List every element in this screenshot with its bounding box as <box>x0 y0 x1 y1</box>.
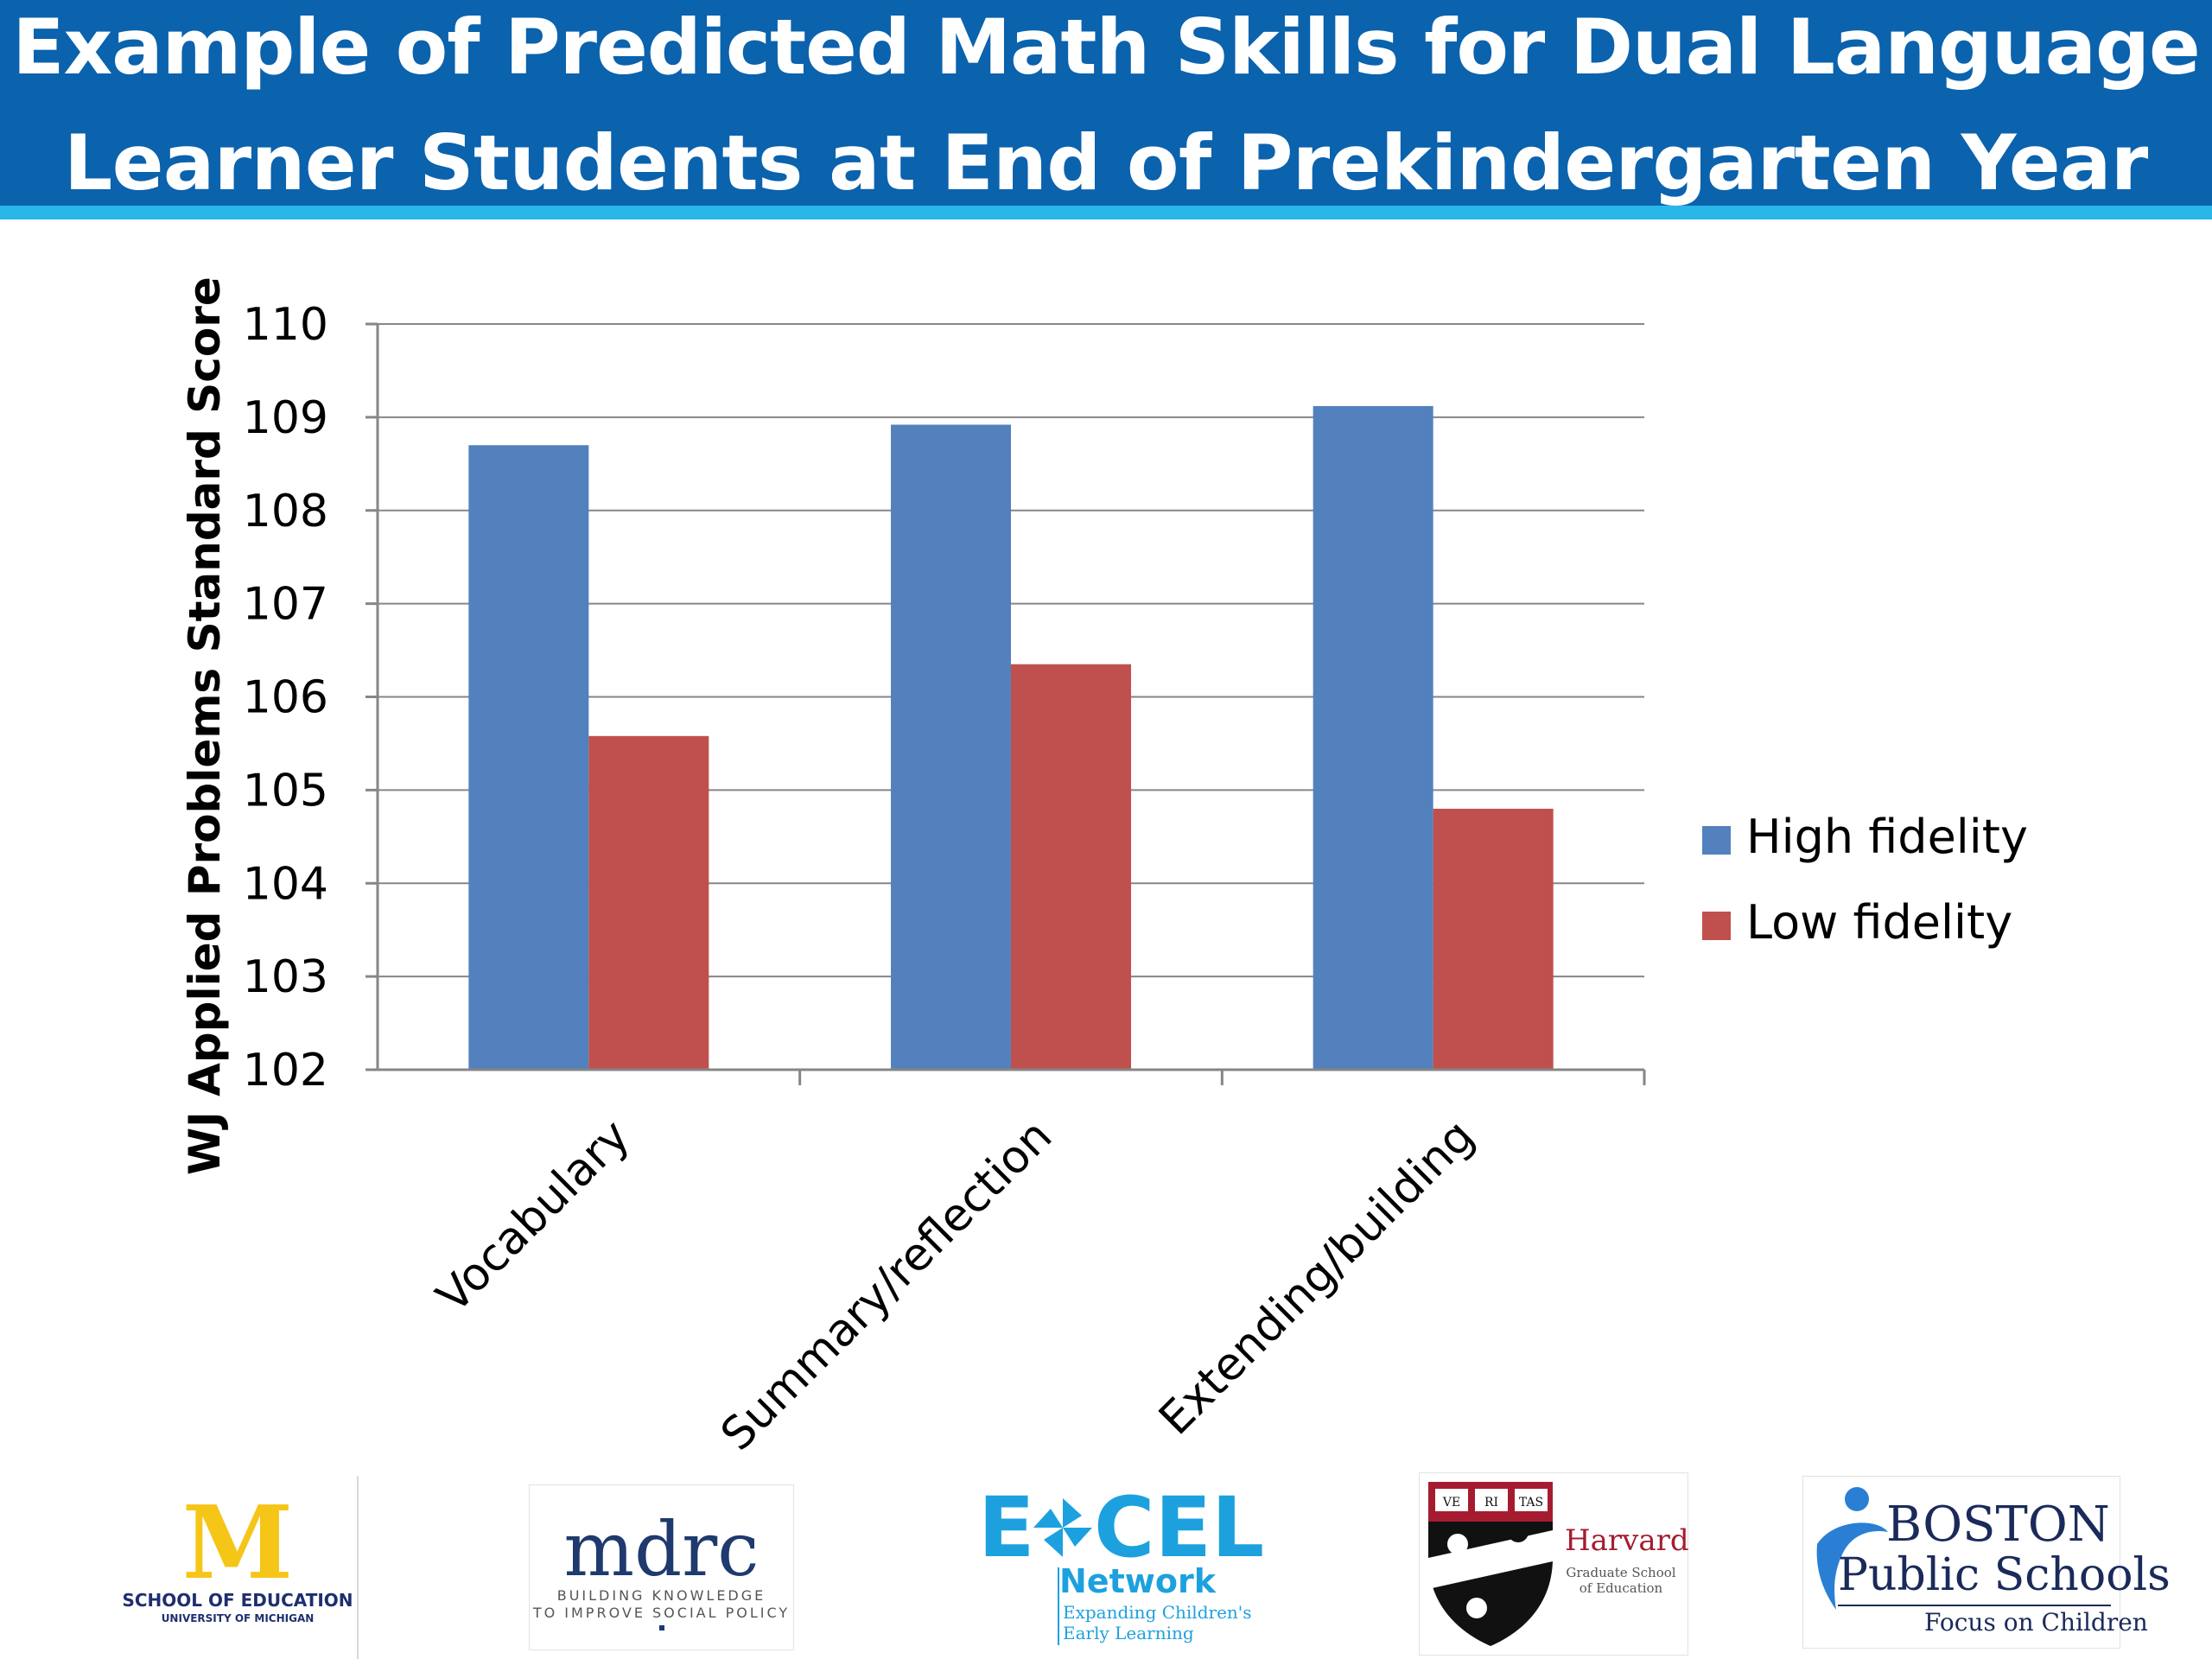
harvard-name: Harvard <box>1565 1523 1689 1558</box>
svg-text:VE: VE <box>1442 1496 1460 1510</box>
mdrc-dot <box>659 1625 664 1630</box>
bar-high-fidelity-1 <box>468 445 589 1070</box>
y-tick-labels: 102 103 104 105 106 107 108 109 110 <box>243 299 328 1096</box>
x-tick-label: Summary/reflection <box>711 1110 1062 1461</box>
x-tick-labels: Vocabulary Summary/reflection Extending/bu… <box>427 1110 1484 1461</box>
page-title-line-2: Learner Students at End of Prekindergart… <box>64 118 2148 207</box>
x-tick-label: Extending/building <box>1149 1110 1484 1446</box>
legend-label: Low fidelity <box>1746 895 2012 950</box>
mdrc-tagline-2: TO IMPROVE SOCIAL POLICY <box>532 1605 791 1621</box>
bar-low-fidelity-1 <box>588 735 709 1070</box>
harvard-gse-logo: VE RI TAS Harvard Graduate School of Edu… <box>1419 1472 1689 1656</box>
excel-network-text: Network <box>1059 1562 1216 1600</box>
bar-low-fidelity-3 <box>1433 808 1554 1070</box>
y-tick-label: 108 <box>243 486 328 537</box>
y-tick-label: 106 <box>243 672 328 724</box>
bar-low-fidelity-2 <box>1011 664 1131 1070</box>
bar-chart: 102 103 104 105 106 107 108 109 110 Vocabulary Su… <box>180 276 2028 1461</box>
legend: High fidelity Low fidelity <box>1702 810 2028 950</box>
boston-text: BOSTON <box>1886 1497 2110 1553</box>
bar-high-fidelity-3 <box>1313 405 1433 1070</box>
legend-label: High fidelity <box>1746 810 2028 864</box>
title-accent-stripe <box>0 206 2212 219</box>
excel-e: E <box>978 1479 1035 1576</box>
y-tick-label: 103 <box>243 951 328 1003</box>
boston-public-schools-logo: BOSTON Public Schools Focus on Children <box>1802 1476 2171 1649</box>
bars <box>468 405 1554 1070</box>
excel-cel: CEL <box>1094 1479 1265 1576</box>
legend-swatch <box>1702 826 1731 855</box>
y-tick-label: 110 <box>243 299 328 351</box>
excel-tagline-1: Expanding Children's <box>1063 1602 1252 1623</box>
umich-logo: M SCHOOL OF EDUCATION UNIVERSITY OF MICH… <box>112 1491 363 1633</box>
mdrc-logo: mdrc BUILDING KNOWLEDGE TO IMPROVE SOCIA… <box>529 1484 794 1650</box>
mdrc-tagline-1: BUILDING KNOWLEDGE <box>556 1587 766 1604</box>
x-tick-label: Vocabulary <box>427 1110 639 1323</box>
legend-swatch <box>1702 912 1731 940</box>
mdrc-wordmark: mdrc <box>563 1507 760 1593</box>
svg-text:RI: RI <box>1484 1496 1498 1510</box>
public-schools-text: Public Schools <box>1838 1549 2171 1601</box>
page-title-line-1: Example of Predicted Math Skills for Dua… <box>12 3 2200 92</box>
umich-school-text: SCHOOL OF EDUCATION <box>122 1590 353 1611</box>
logo-divider <box>357 1476 359 1659</box>
harvard-sub-1: Graduate School <box>1566 1565 1676 1580</box>
excel-vertical-rule <box>1058 1567 1059 1645</box>
title-banner: Example of Predicted Math Skills for Dua… <box>0 0 2212 207</box>
pinwheel-icon <box>1033 1498 1092 1557</box>
harvard-shield-icon: VE RI TAS <box>1428 1482 1553 1646</box>
y-tick-label: 107 <box>243 579 328 631</box>
axes <box>376 324 1644 1071</box>
bar-high-fidelity-2 <box>891 424 1011 1070</box>
focus-on-children-text: Focus on Children <box>1924 1608 2148 1637</box>
y-tick-label: 109 <box>243 392 328 444</box>
y-tick-label: 104 <box>243 858 328 910</box>
svg-text:TAS: TAS <box>1519 1496 1543 1510</box>
excel-network-logo: E CEL Network Expanding Children's Early… <box>975 1479 1264 1649</box>
boston-underline <box>1838 1605 2111 1606</box>
y-tick-label: 105 <box>243 765 328 817</box>
excel-tagline-2: Early Learning <box>1063 1623 1194 1643</box>
umich-university-text: UNIVERSITY OF MICHIGAN <box>161 1612 315 1624</box>
y-tick-label: 102 <box>243 1045 328 1096</box>
harvard-sub-2: of Education <box>1579 1580 1663 1596</box>
y-axis-label: WJ Applied Problems Standard Score <box>180 276 230 1175</box>
umich-block-m: M <box>181 1484 294 1602</box>
figure-icon <box>1816 1487 1888 1610</box>
